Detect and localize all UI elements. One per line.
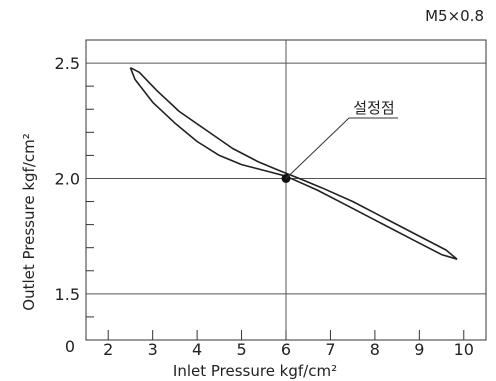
series-line-1 (130, 66, 458, 260)
series-line-2 (129, 67, 458, 260)
y-tick-label-1.5: 1.5 (55, 285, 80, 304)
grid-lines (86, 40, 486, 340)
x-tick-label-8: 8 (370, 340, 380, 359)
x-tick-label-2: 2 (103, 340, 113, 359)
setpoint-leader-line (285, 117, 350, 179)
x-tick-label-7: 7 (325, 340, 335, 359)
y-axis-label: Outlet Pressure kgf/cm² (20, 133, 38, 310)
x-tick-label-9: 9 (414, 340, 424, 359)
setpoint-annotation: 설정점 (281, 99, 398, 183)
axis-ticks: 2 3 4 5 6 7 8 9 10 2.5 2.0 1.5 (55, 54, 474, 359)
plot-area: 2 3 4 5 6 7 8 9 10 2.5 2.0 1.5 (55, 39, 487, 359)
series-group (129, 66, 458, 260)
x-tick-label-4: 4 (192, 340, 202, 359)
x-tick-label-10: 10 (454, 340, 474, 359)
x-tick-label-6: 6 (281, 340, 291, 359)
x-tick-label-3: 3 (148, 340, 158, 359)
y-tick-label-2.5: 2.5 (55, 54, 80, 73)
y-origin-label: 0 (65, 337, 75, 356)
model-label: M5×0.8 (425, 7, 484, 25)
y-tick-label-2.0: 2.0 (55, 169, 80, 188)
x-axis-label: Inlet Pressure kgf/cm² (173, 362, 337, 380)
setpoint-label: 설정점 (353, 99, 394, 117)
x-tick-label-5: 5 (236, 340, 246, 359)
